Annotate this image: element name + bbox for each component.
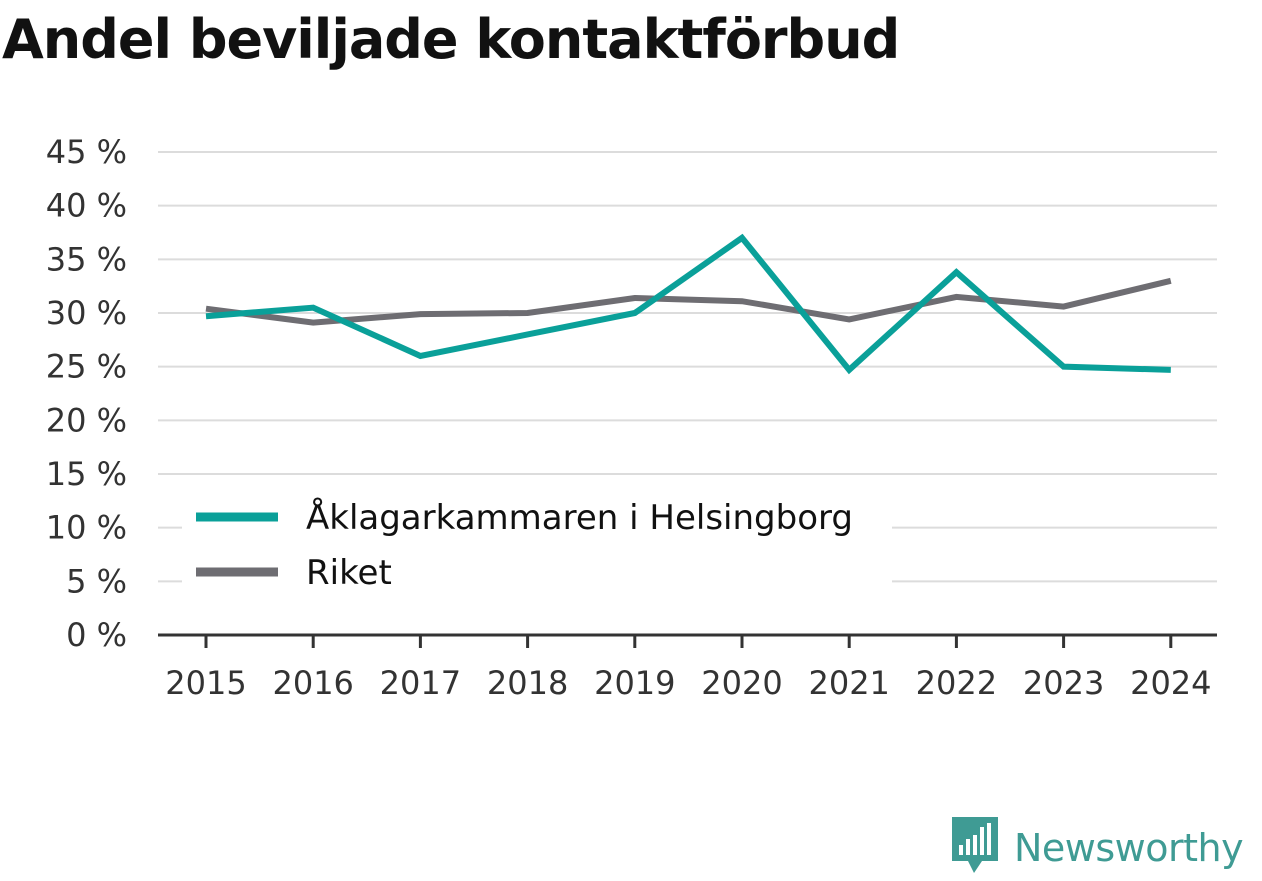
series-line xyxy=(206,281,1171,323)
y-tick-label: 45 % xyxy=(46,133,127,171)
y-tick-label: 40 % xyxy=(46,187,127,225)
x-tick-label: 2020 xyxy=(701,664,782,702)
legend-label: Åklagarkammaren i Helsingborg xyxy=(306,497,853,538)
x-axis: 2015 2016 2017 2018 2019 2020 2021 2022 2023 2024 xyxy=(158,635,1217,702)
y-tick-label: 35 % xyxy=(46,240,127,278)
y-tick-label: 25 % xyxy=(46,348,127,386)
x-tick-label: 2023 xyxy=(1023,664,1104,702)
x-tick-label: 2021 xyxy=(808,664,889,702)
x-tick-label: 2019 xyxy=(594,664,675,702)
legend: Åklagarkammaren i Helsingborg Riket xyxy=(182,485,892,593)
y-tick-label: 30 % xyxy=(46,294,127,332)
y-tick-label: 15 % xyxy=(46,455,127,493)
x-tick-label: 2018 xyxy=(487,664,568,702)
x-tick-label: 2015 xyxy=(165,664,246,702)
y-tick-label: 20 % xyxy=(46,401,127,439)
newsworthy-logo-icon xyxy=(950,815,1000,881)
x-tick-label: 2024 xyxy=(1130,664,1211,702)
y-tick-label: 10 % xyxy=(46,509,127,547)
legend-label: Riket xyxy=(306,553,392,593)
series xyxy=(206,238,1171,370)
y-axis: 0 % 5 % 10 % 15 % 20 % 25 % 30 % 35 % 40 % 45 % xyxy=(46,133,127,654)
x-tick-label: 2022 xyxy=(916,664,997,702)
brand-name: Newsworthy xyxy=(1014,826,1243,870)
x-tick-label: 2017 xyxy=(380,664,461,702)
newsworthy-brand[interactable]: Newsworthy xyxy=(950,818,1243,878)
y-tick-label: 5 % xyxy=(66,562,127,600)
y-tick-label: 0 % xyxy=(66,616,127,654)
x-tick-label: 2016 xyxy=(272,664,353,702)
